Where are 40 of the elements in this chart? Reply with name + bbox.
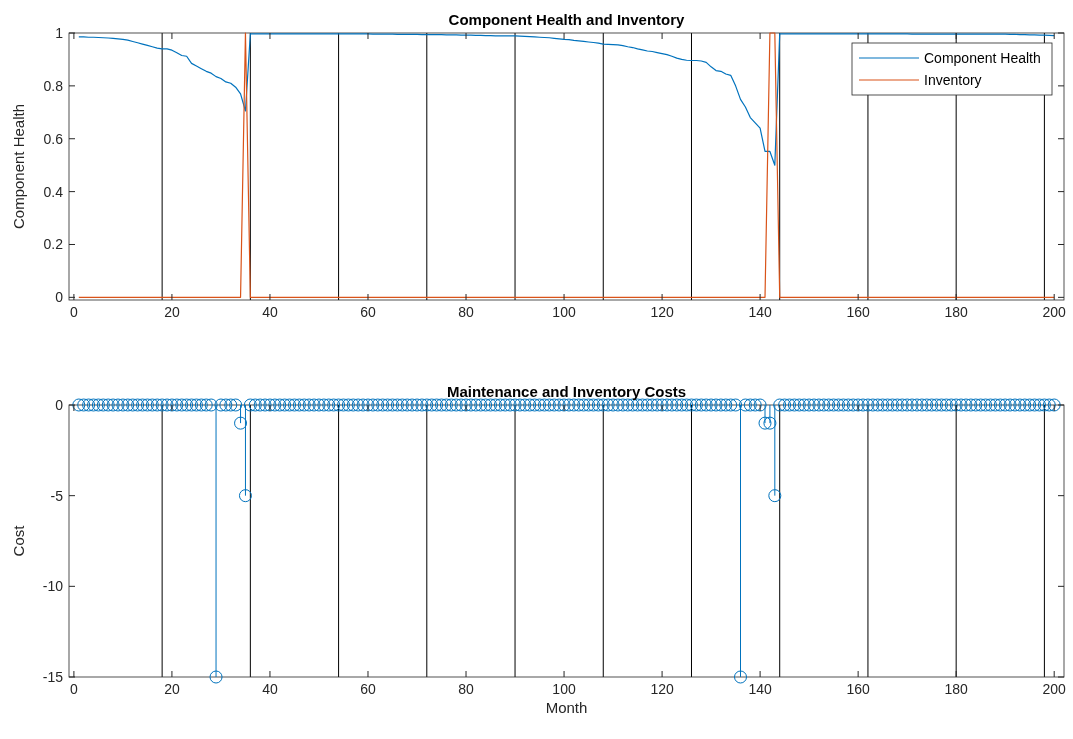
x-tick-label: 120 <box>650 681 674 697</box>
x-tick-label: 200 <box>1042 681 1067 697</box>
y-tick-label: 0.6 <box>43 130 64 147</box>
x-tick-label: 200 <box>1042 304 1067 320</box>
y-tick-label: -15 <box>42 669 64 685</box>
x-tick-label: 20 <box>164 681 180 697</box>
x-tick-label: 160 <box>846 304 871 320</box>
x-tick-label: 100 <box>552 681 576 697</box>
x-tick-label: 0 <box>70 681 78 697</box>
y-tick-label: -10 <box>42 578 64 595</box>
x-tick-label: 100 <box>552 304 576 320</box>
x-tick-label: 140 <box>748 681 772 697</box>
y-axis-title: Cost <box>10 524 27 557</box>
y-tick-label: 0 <box>55 289 64 306</box>
legend-label: Component Health <box>924 50 1041 66</box>
y-tick-label: 0.2 <box>43 236 64 253</box>
x-axis-title: Month <box>545 699 588 716</box>
line-series <box>78 33 1055 166</box>
x-tick-label: 120 <box>650 304 674 320</box>
x-tick-label: 160 <box>846 681 871 697</box>
chart-title: Maintenance and Inventory Costs <box>446 383 687 400</box>
x-tick-label: 180 <box>944 304 969 320</box>
y-tick-label: -5 <box>50 487 64 504</box>
y-tick-label: 1 <box>55 25 64 41</box>
y-tick-label: 0.4 <box>43 183 64 200</box>
x-tick-label: 180 <box>944 681 969 697</box>
chart-title: Component Health and Inventory <box>448 11 686 28</box>
y-axis-title: Component Health <box>10 103 27 230</box>
x-tick-label: 40 <box>262 681 278 697</box>
x-tick-label: 0 <box>70 304 78 320</box>
y-tick-label: 0 <box>55 397 64 413</box>
x-tick-label: 80 <box>458 681 475 697</box>
y-tick-label: 0.8 <box>43 77 64 94</box>
x-tick-label: 80 <box>458 304 475 320</box>
x-tick-label: 60 <box>360 304 376 320</box>
x-tick-label: 40 <box>262 304 278 320</box>
x-tick-label: 140 <box>748 304 772 320</box>
legend-label: Inventory <box>924 72 982 88</box>
x-tick-label: 20 <box>164 304 180 320</box>
x-tick-label: 60 <box>360 681 376 697</box>
